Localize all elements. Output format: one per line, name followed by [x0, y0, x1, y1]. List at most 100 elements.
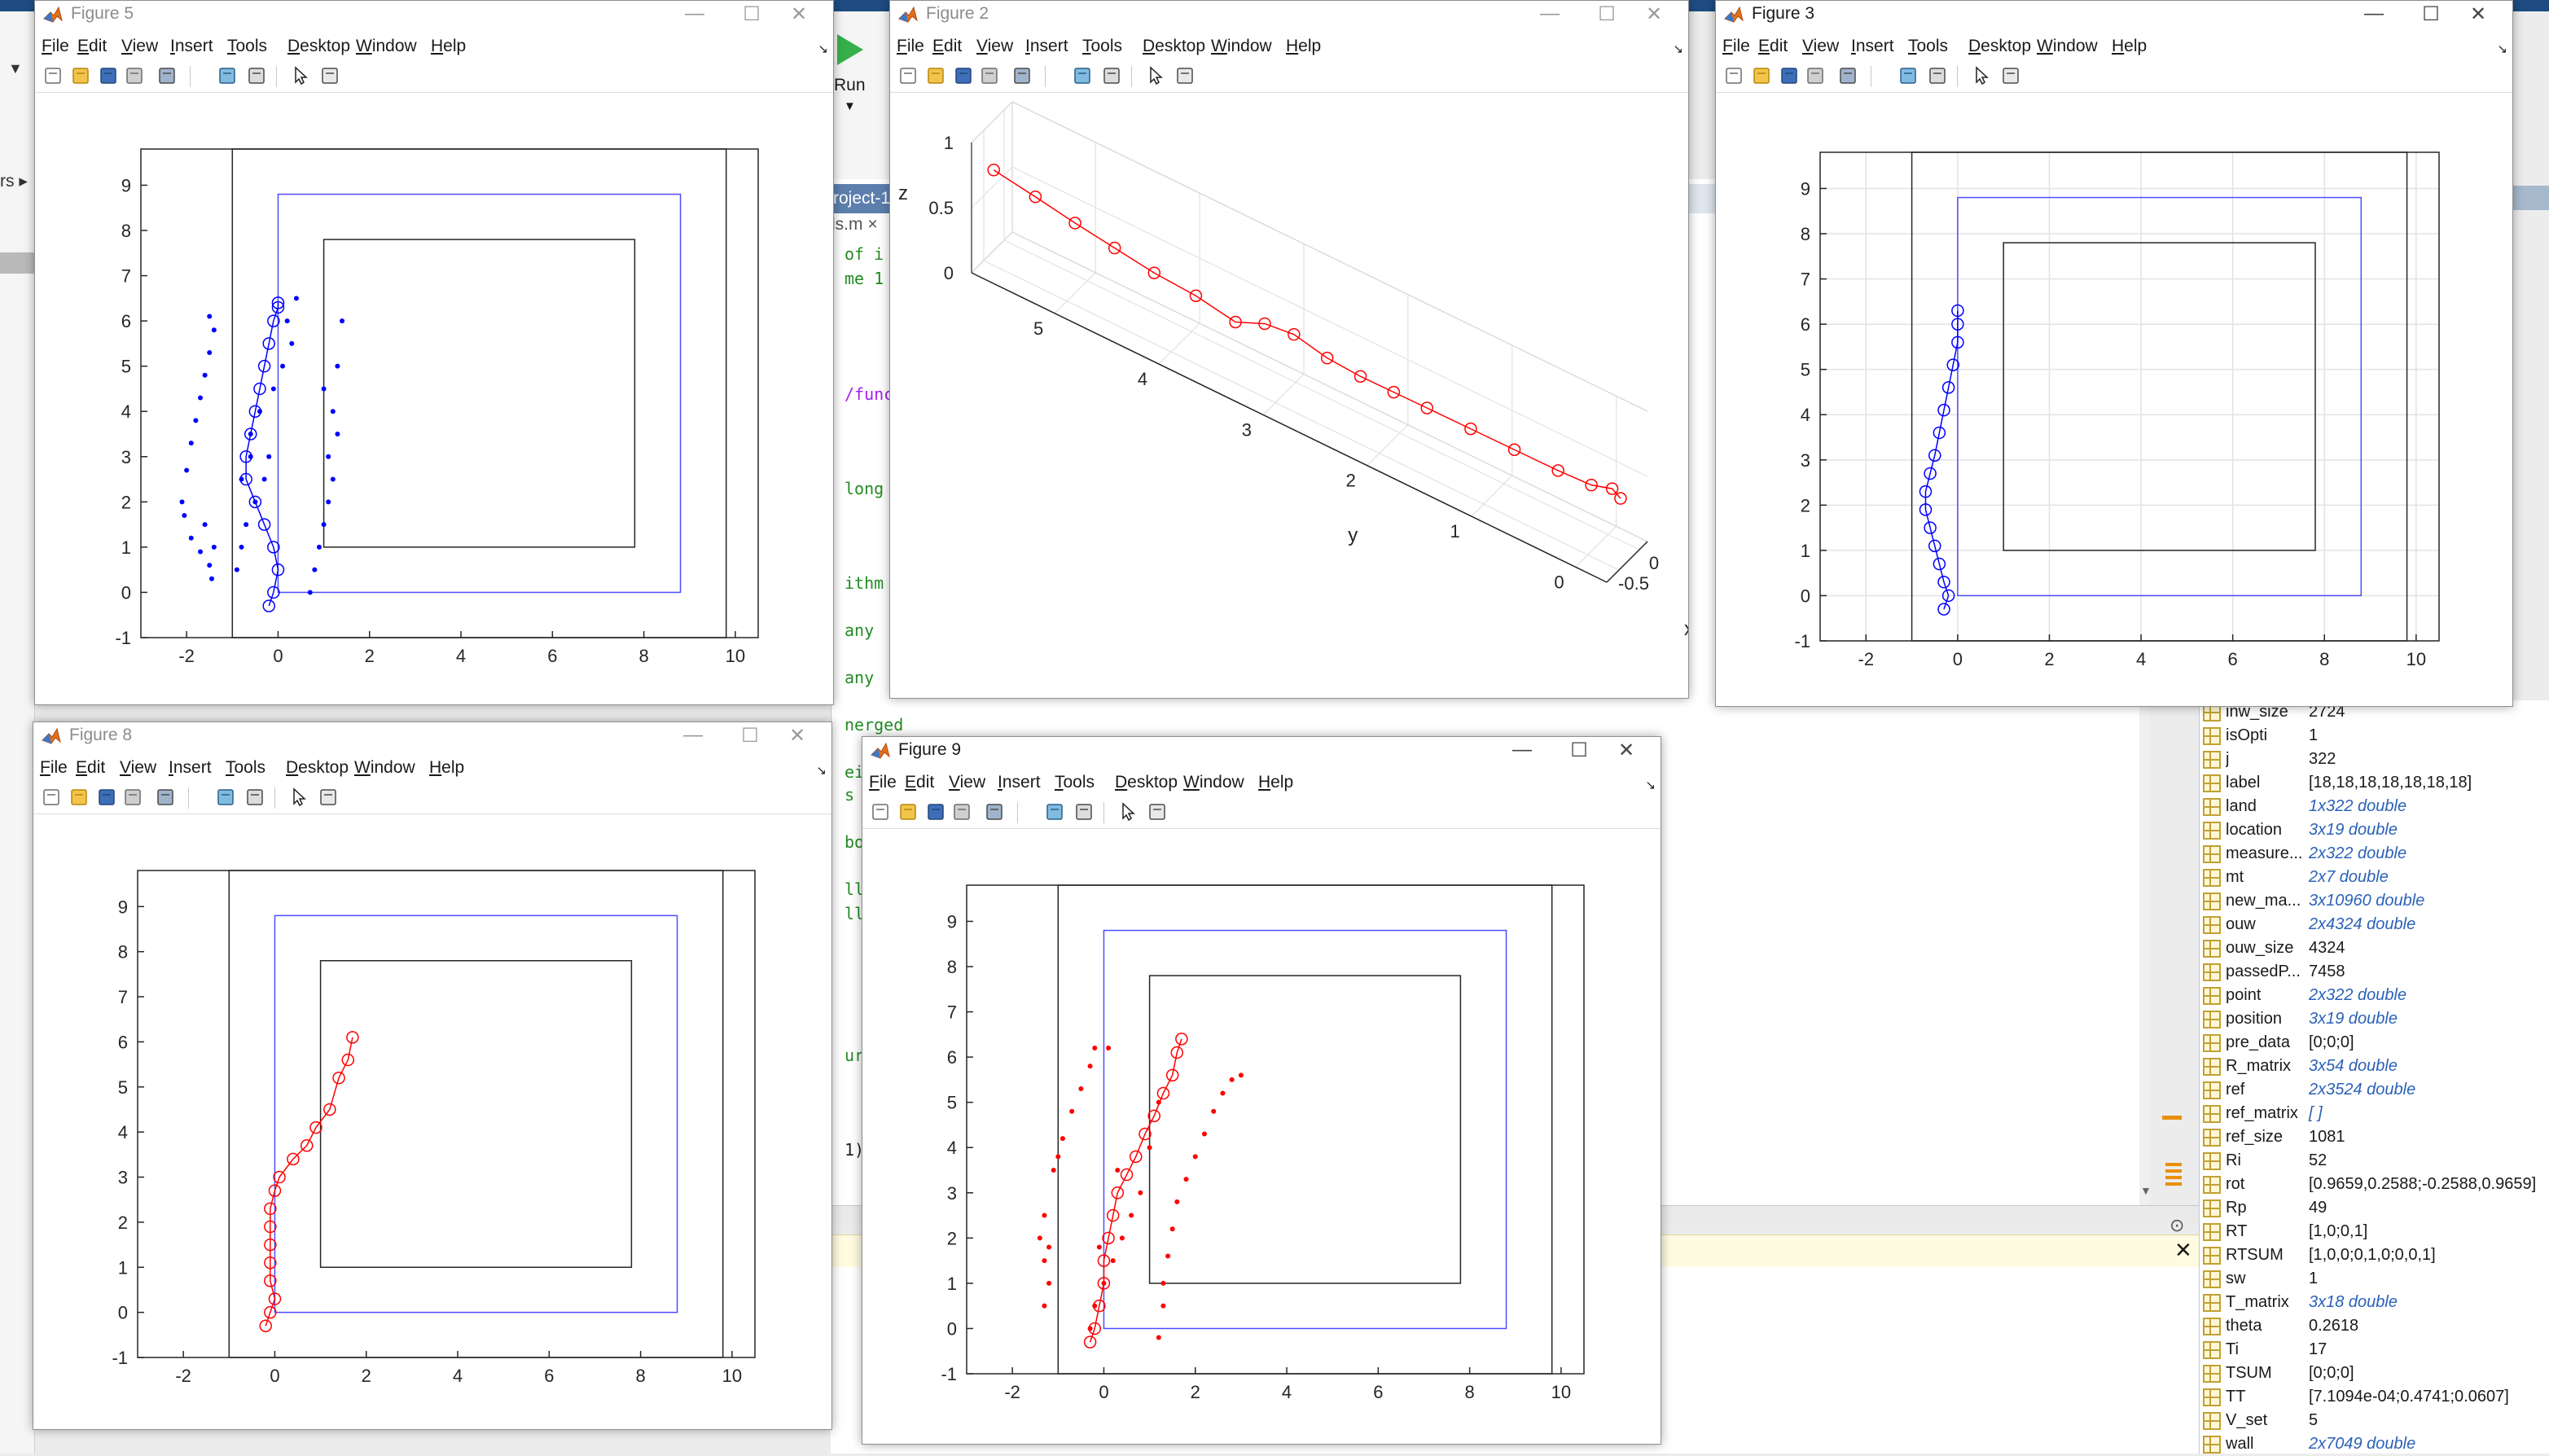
legend-icon[interactable] — [1928, 66, 1947, 86]
open-file-icon[interactable] — [71, 66, 90, 86]
menu-help[interactable]: Help — [1258, 773, 1294, 792]
pointer-icon[interactable] — [1118, 802, 1138, 822]
menu-file[interactable]: File — [869, 773, 897, 792]
menu-edit[interactable]: Edit — [77, 37, 107, 55]
workspace-variable-row[interactable]: wall 2x7049 double — [2200, 1432, 2549, 1456]
menu-desktop[interactable]: Desktop — [286, 758, 349, 777]
code-line[interactable]: ll — [845, 904, 865, 923]
dock-arrow-icon[interactable]: ↘ — [818, 42, 828, 56]
pointer-icon[interactable] — [291, 66, 310, 86]
new-figure-icon[interactable] — [871, 802, 890, 822]
print-icon[interactable] — [123, 787, 143, 807]
legend-icon[interactable] — [245, 787, 265, 807]
figure-titlebar[interactable]: Figure 3 — ☐ ✕ — [1716, 1, 2512, 32]
new-figure-icon[interactable] — [1724, 66, 1744, 86]
minimize-icon[interactable]: — — [685, 2, 704, 24]
menu-help[interactable]: Help — [1286, 37, 1322, 55]
menu-view[interactable]: View — [1802, 37, 1840, 55]
print-preview-icon[interactable] — [157, 66, 177, 86]
menu-window[interactable]: Window — [1211, 37, 1272, 55]
run-play-icon[interactable] — [837, 34, 863, 65]
menu-edit[interactable]: Edit — [1758, 37, 1788, 55]
plot-area[interactable]: -2 0 2 4 6 8 10 -1 0 1 2 3 4 5 6 7 8 9 — [862, 830, 1661, 1444]
plot-area[interactable]: -2 0 2 4 6 8 10 -1 0 1 2 3 4 5 6 7 8 9 — [33, 815, 831, 1429]
dock-arrow-icon[interactable]: ↘ — [1645, 778, 1656, 792]
selected-folder-row[interactable] — [0, 252, 34, 274]
menu-tools[interactable]: Tools — [1082, 37, 1123, 55]
workspace-variable-row[interactable]: pre_data [0;0;0] — [2200, 1031, 2549, 1055]
menu-help[interactable]: Help — [429, 758, 465, 777]
dock-arrow-icon[interactable]: ↘ — [816, 764, 827, 778]
print-preview-icon[interactable] — [985, 802, 1004, 822]
figure-window[interactable]: Figure 8 — ☐ ✕ File Edit View Insert Tools Deskto… — [33, 721, 832, 1430]
chevron-circle-down-icon[interactable]: ⊙ — [2170, 1215, 2185, 1235]
variable-value[interactable]: 2x4324 double — [2309, 915, 2416, 933]
menu-insert[interactable]: Insert — [169, 758, 212, 777]
print-preview-icon[interactable] — [1012, 66, 1032, 86]
workspace-variable-row[interactable]: ref_matrix [ ] — [2200, 1102, 2549, 1125]
figure-canvas[interactable]: -2 0 2 4 6 8 10 -1 0 1 2 3 4 5 6 7 8 9 — [862, 830, 1661, 1444]
save-icon[interactable] — [99, 66, 118, 86]
maximize-icon[interactable]: ☐ — [1598, 3, 1616, 25]
property-editor-icon[interactable] — [318, 787, 338, 807]
workspace-variable-row[interactable]: R_matrix 3x54 double — [2200, 1055, 2549, 1078]
code-line[interactable]: of i — [845, 244, 884, 264]
variable-value[interactable]: 3x19 double — [2309, 1010, 2398, 1028]
open-file-icon[interactable] — [1752, 66, 1771, 86]
workspace-variable-row[interactable]: position 3x19 double — [2200, 1007, 2549, 1031]
code-line[interactable]: nerged — [845, 715, 904, 735]
pointer-icon[interactable] — [1146, 66, 1165, 86]
figure-titlebar[interactable]: Figure 9 — ☐ ✕ — [862, 737, 1661, 768]
workspace-variable-row[interactable]: theta 0.2618 — [2200, 1314, 2549, 1338]
save-icon[interactable] — [1779, 66, 1799, 86]
minimize-icon[interactable]: — — [2364, 2, 2384, 24]
variable-value[interactable]: 2x322 double — [2309, 986, 2407, 1004]
colorbar-icon[interactable] — [1073, 66, 1092, 86]
close-icon[interactable]: ✕ — [2469, 3, 2487, 25]
print-icon[interactable] — [1805, 66, 1825, 86]
new-figure-icon[interactable] — [898, 66, 918, 86]
pointer-icon[interactable] — [1972, 66, 1991, 86]
property-editor-icon[interactable] — [1147, 802, 1167, 822]
menu-view[interactable]: View — [120, 758, 157, 777]
menu-desktop[interactable]: Desktop — [1143, 37, 1206, 55]
print-icon[interactable] — [980, 66, 999, 86]
plot-area[interactable]: -2 0 2 4 6 8 10 -1 0 1 2 3 4 5 6 7 8 9 — [1716, 94, 2512, 706]
colorbar-icon[interactable] — [216, 787, 235, 807]
save-icon[interactable] — [97, 787, 116, 807]
workspace-variable-row[interactable]: Ri 52 — [2200, 1149, 2549, 1173]
close-icon[interactable]: ✕ — [1617, 739, 1635, 761]
new-figure-icon[interactable] — [42, 787, 61, 807]
close-icon[interactable]: ✕ — [788, 725, 806, 747]
workspace-variable-row[interactable]: new_ma... 3x10960 double — [2200, 889, 2549, 913]
run-button-label[interactable]: Run — [834, 76, 866, 94]
open-file-icon[interactable] — [898, 802, 918, 822]
print-icon[interactable] — [952, 802, 972, 822]
dock-arrow-icon[interactable]: ↘ — [2497, 42, 2507, 56]
menu-edit[interactable]: Edit — [76, 758, 106, 777]
chevron-down-icon[interactable]: ▼ — [844, 99, 856, 113]
colorbar-icon[interactable] — [217, 66, 237, 86]
workspace-variable-row[interactable]: T_matrix 3x18 double — [2200, 1291, 2549, 1314]
workspace-variable-row[interactable]: mt 2x7 double — [2200, 866, 2549, 889]
figure-window[interactable]: Figure 5 — ☐ ✕ File Edit View Insert Tools Deskto… — [34, 0, 834, 705]
pointer-icon[interactable] — [289, 787, 309, 807]
legend-icon[interactable] — [1102, 66, 1121, 86]
menu-desktop[interactable]: Desktop — [287, 37, 351, 55]
workspace-variable-row[interactable]: point 2x322 double — [2200, 984, 2549, 1007]
save-icon[interactable] — [926, 802, 945, 822]
maximize-icon[interactable]: ☐ — [743, 3, 761, 25]
workspace-variable-row[interactable]: passedP... 7458 — [2200, 960, 2549, 984]
property-editor-icon[interactable] — [1175, 66, 1195, 86]
editor-tab-file[interactable]: ls.m × — [831, 215, 878, 234]
menu-window[interactable]: Window — [1183, 773, 1244, 792]
code-line[interactable]: /func — [845, 384, 894, 404]
code-line[interactable]: ithm — [845, 573, 894, 593]
figure-window[interactable]: Figure 9 — ☐ ✕ File Edit View Insert Tools Deskto… — [862, 736, 1661, 1445]
menu-window[interactable]: Window — [356, 37, 417, 55]
print-preview-icon[interactable] — [1838, 66, 1858, 86]
workspace-variable-row[interactable]: Ti 17 — [2200, 1338, 2549, 1362]
close-icon[interactable]: ✕ — [1645, 3, 1663, 25]
scroll-down-icon[interactable]: ▼ — [2140, 1184, 2152, 1197]
code-line[interactable]: any — [845, 621, 884, 640]
